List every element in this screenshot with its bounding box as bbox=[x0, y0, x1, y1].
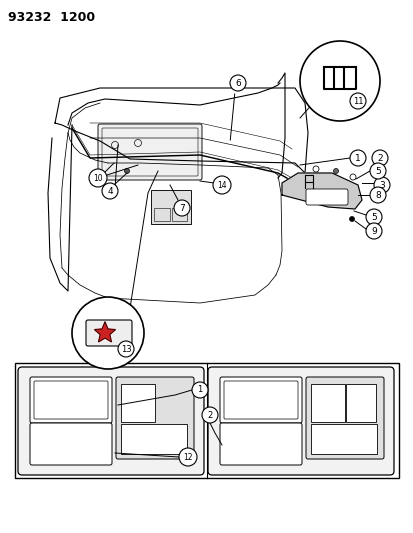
FancyBboxPatch shape bbox=[98, 124, 202, 180]
FancyBboxPatch shape bbox=[121, 384, 154, 422]
Text: 11: 11 bbox=[352, 96, 362, 106]
Circle shape bbox=[118, 341, 134, 357]
FancyBboxPatch shape bbox=[219, 423, 301, 465]
FancyBboxPatch shape bbox=[305, 377, 383, 459]
FancyBboxPatch shape bbox=[310, 384, 344, 422]
Text: 9: 9 bbox=[370, 227, 376, 236]
Text: 4: 4 bbox=[107, 187, 112, 196]
FancyBboxPatch shape bbox=[30, 423, 112, 465]
FancyBboxPatch shape bbox=[345, 384, 375, 422]
Circle shape bbox=[124, 168, 129, 174]
Circle shape bbox=[365, 209, 381, 225]
Circle shape bbox=[72, 297, 144, 369]
Circle shape bbox=[373, 177, 389, 193]
Text: 13: 13 bbox=[121, 344, 131, 353]
Circle shape bbox=[178, 448, 197, 466]
Text: 6: 6 bbox=[235, 78, 240, 87]
FancyBboxPatch shape bbox=[18, 367, 204, 475]
FancyBboxPatch shape bbox=[310, 424, 376, 454]
Circle shape bbox=[371, 150, 387, 166]
Circle shape bbox=[212, 176, 230, 194]
Text: 1: 1 bbox=[197, 385, 202, 394]
Circle shape bbox=[173, 200, 190, 216]
Circle shape bbox=[349, 150, 365, 166]
Text: 3: 3 bbox=[378, 181, 384, 190]
Circle shape bbox=[369, 163, 385, 179]
FancyBboxPatch shape bbox=[219, 377, 301, 423]
Text: 14: 14 bbox=[217, 181, 226, 190]
Circle shape bbox=[230, 75, 245, 91]
FancyBboxPatch shape bbox=[30, 377, 112, 423]
Circle shape bbox=[365, 223, 381, 239]
Text: 12: 12 bbox=[183, 453, 192, 462]
Text: 2: 2 bbox=[207, 410, 212, 419]
Circle shape bbox=[333, 168, 338, 174]
Text: 5: 5 bbox=[374, 166, 380, 175]
Text: 5: 5 bbox=[370, 213, 376, 222]
Polygon shape bbox=[281, 173, 361, 209]
FancyBboxPatch shape bbox=[86, 320, 132, 346]
Text: 1: 1 bbox=[354, 154, 360, 163]
Circle shape bbox=[102, 183, 118, 199]
Text: 93232  1200: 93232 1200 bbox=[8, 11, 95, 24]
Text: 8: 8 bbox=[374, 190, 380, 199]
Circle shape bbox=[349, 93, 365, 109]
Text: 7: 7 bbox=[179, 204, 185, 213]
Polygon shape bbox=[94, 322, 115, 342]
FancyBboxPatch shape bbox=[116, 377, 194, 459]
Circle shape bbox=[349, 216, 354, 222]
Circle shape bbox=[299, 41, 379, 121]
Text: 2: 2 bbox=[376, 154, 382, 163]
Circle shape bbox=[89, 169, 107, 187]
FancyBboxPatch shape bbox=[207, 367, 393, 475]
FancyBboxPatch shape bbox=[151, 190, 190, 224]
FancyBboxPatch shape bbox=[15, 363, 398, 478]
Text: 10: 10 bbox=[93, 174, 102, 182]
Circle shape bbox=[202, 407, 218, 423]
Circle shape bbox=[192, 382, 207, 398]
Circle shape bbox=[369, 187, 385, 203]
FancyBboxPatch shape bbox=[305, 189, 347, 205]
FancyBboxPatch shape bbox=[121, 424, 187, 454]
